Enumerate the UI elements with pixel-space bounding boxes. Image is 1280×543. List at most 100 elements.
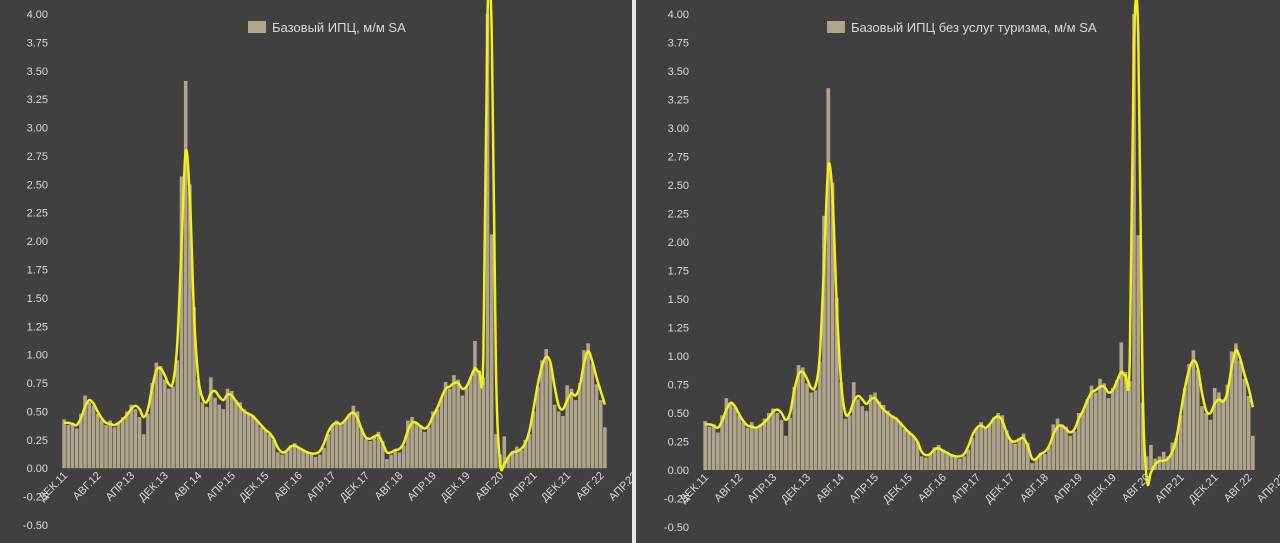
bar [1059, 424, 1064, 470]
bar [1068, 435, 1073, 470]
bar [141, 434, 146, 469]
y-tick-label: 3.25 [668, 95, 689, 107]
bar [1076, 413, 1081, 470]
x-tick-label: АВГ.22 [1222, 472, 1255, 505]
bar [146, 413, 150, 469]
x-axis: ДЕК.11 АВГ.12 АПР.13 ДЕК.13 АВГ.14 АПР.15 ДЕК.… [678, 472, 1280, 506]
bar [221, 409, 226, 469]
bar [1246, 395, 1251, 470]
bar [894, 417, 899, 470]
bar [1013, 443, 1017, 470]
bar [355, 411, 360, 469]
bar [452, 375, 456, 469]
bar [225, 388, 230, 469]
bar [1217, 392, 1221, 470]
bar [301, 450, 305, 469]
bar [847, 415, 852, 470]
y-tick-label: 1.00 [668, 351, 689, 363]
bar [1238, 360, 1242, 470]
chart-panel-core-cpi: 4.00 3.75 3.50 3.25 3.00 2.75 2.50 2.25 2.00 1.75… [0, 0, 741, 543]
bar [179, 176, 184, 469]
bar [527, 434, 532, 469]
bar [393, 451, 398, 469]
x-tick-label: ДЕК.15 [237, 470, 271, 504]
y-tick-label: 0.25 [27, 435, 48, 447]
bar [104, 425, 108, 469]
bar [259, 427, 263, 469]
bar [703, 420, 707, 470]
bar [1144, 456, 1149, 470]
legend: Базовый ИПЦ без услуг туризма, м/м SA [827, 20, 1097, 35]
bar [1132, 14, 1136, 470]
y-tick-label: 0.50 [27, 406, 48, 418]
bar [890, 415, 894, 470]
bar [873, 392, 877, 470]
bar [941, 449, 945, 470]
bar [1055, 418, 1060, 470]
bar [707, 426, 712, 470]
bar [1195, 369, 1200, 470]
bar [603, 427, 607, 469]
bar-series [703, 14, 1255, 470]
bar [779, 419, 784, 470]
bar [137, 417, 142, 469]
bar [1000, 415, 1005, 470]
bar [1110, 387, 1115, 470]
bar [881, 405, 886, 470]
bar [594, 384, 599, 469]
bar [860, 406, 865, 470]
bar [464, 386, 469, 469]
bar [1098, 378, 1102, 470]
y-tick-label: -0.25 [664, 494, 689, 506]
bar [531, 411, 536, 469]
bar [364, 438, 368, 469]
x-tick-label: ДЕК.21 [539, 470, 573, 504]
bar [750, 422, 754, 470]
bar [1093, 392, 1098, 470]
bar [1136, 235, 1141, 470]
bar [196, 379, 201, 469]
bar [1102, 383, 1107, 470]
bar [1251, 435, 1255, 470]
bar-series [62, 14, 607, 469]
bar [204, 406, 209, 469]
y-tick-label: 4.00 [668, 9, 689, 21]
bar [338, 425, 343, 469]
bar [120, 417, 125, 469]
bar [318, 454, 322, 469]
bar [292, 443, 297, 469]
bar [79, 413, 83, 469]
bar [380, 440, 385, 469]
bar [1212, 387, 1217, 470]
bar [410, 417, 414, 469]
bar [213, 397, 217, 469]
bar [489, 234, 494, 469]
chart-core-cpi-ex-tourism: 4.00 3.75 3.50 3.25 3.00 2.75 2.50 2.25 2.00 1.75… [664, 0, 1280, 534]
bar [573, 400, 578, 469]
bar [125, 411, 129, 469]
bar [728, 403, 733, 470]
bar [598, 400, 603, 469]
x-tick-label: АПР.23 [1255, 472, 1280, 506]
bar [188, 184, 192, 469]
bar [1200, 406, 1204, 470]
legend-label: Базовый ИПЦ без услуг туризма, м/м SA [851, 20, 1097, 35]
bar [406, 420, 410, 469]
y-tick-label: -0.50 [664, 522, 689, 534]
bar [209, 377, 213, 469]
x-tick-label: ДЕК.19 [438, 470, 472, 504]
bar [805, 383, 809, 470]
bar [788, 417, 792, 470]
x-tick-label: АВГ.20 [473, 470, 506, 503]
bar [74, 428, 79, 469]
bar [326, 434, 331, 469]
bar [1072, 431, 1077, 470]
bar [83, 395, 87, 469]
y-tick-label: 2.50 [668, 180, 689, 192]
x-tick-label: АВГ.12 [71, 470, 104, 503]
bar [586, 343, 590, 469]
y-tick-label: 3.25 [27, 94, 48, 106]
bar [397, 452, 402, 469]
bar [919, 456, 924, 470]
bar [1204, 413, 1208, 470]
